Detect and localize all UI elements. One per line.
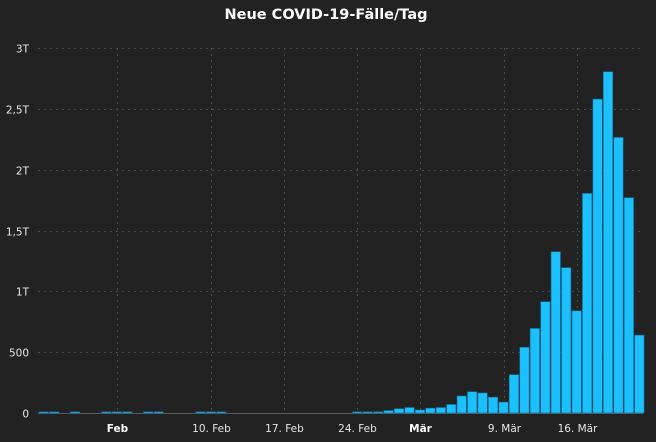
- bar[interactable]: [143, 411, 154, 414]
- y-tick-label: 0: [22, 409, 29, 421]
- bar[interactable]: [467, 391, 478, 414]
- bar[interactable]: [488, 396, 499, 414]
- bar[interactable]: [550, 251, 561, 414]
- y-tick-label: 500: [9, 348, 29, 360]
- bar[interactable]: [153, 411, 164, 414]
- y-tick-label: 1,5T: [6, 227, 30, 239]
- bar[interactable]: [49, 411, 60, 414]
- bar[interactable]: [529, 328, 540, 414]
- y-tick-label: 2T: [16, 166, 30, 178]
- bar[interactable]: [446, 404, 457, 414]
- bar[interactable]: [582, 193, 593, 414]
- y-tick-label: 2,5T: [6, 105, 30, 117]
- bar[interactable]: [498, 401, 509, 414]
- bar[interactable]: [38, 411, 49, 414]
- x-tick-label: Feb: [107, 423, 129, 435]
- x-tick-label: 10. Feb: [192, 423, 231, 435]
- x-tick-label: 24. Feb: [338, 423, 377, 435]
- bar[interactable]: [623, 197, 634, 414]
- bar[interactable]: [101, 411, 112, 414]
- bar[interactable]: [414, 409, 425, 414]
- bar[interactable]: [634, 334, 645, 414]
- bar[interactable]: [404, 407, 415, 414]
- bar[interactable]: [571, 310, 582, 414]
- x-tick-label: 9. Mär: [488, 423, 522, 435]
- y-axis: 0 500 1T 1,5T 2T 2,5T 3T: [6, 44, 30, 421]
- x-axis: Feb 10. Feb 17. Feb 24. Feb Mär 9. Mär 16. Mär: [107, 423, 598, 435]
- y-tick-label: 1T: [16, 287, 30, 299]
- x-tick-label: 17. Feb: [265, 423, 304, 435]
- bar[interactable]: [216, 411, 227, 414]
- bar[interactable]: [519, 346, 530, 414]
- bar[interactable]: [456, 395, 467, 414]
- x-tick-label: 16. Mär: [558, 423, 599, 435]
- bar[interactable]: [394, 408, 405, 414]
- bar[interactable]: [477, 392, 488, 414]
- bar[interactable]: [352, 411, 363, 414]
- bar[interactable]: [111, 411, 122, 414]
- y-tick-label: 3T: [16, 44, 30, 56]
- chart-title: Neue COVID-19-Fälle/Tag: [225, 7, 428, 23]
- bar[interactable]: [425, 407, 436, 414]
- bar[interactable]: [435, 407, 446, 414]
- bar[interactable]: [205, 411, 216, 414]
- bar[interactable]: [508, 374, 519, 414]
- bar[interactable]: [603, 71, 614, 414]
- bar[interactable]: [613, 137, 624, 414]
- bar[interactable]: [561, 267, 572, 414]
- bar[interactable]: [195, 411, 206, 414]
- bars: [38, 71, 645, 414]
- bar[interactable]: [383, 410, 394, 414]
- bar[interactable]: [70, 411, 81, 414]
- bar[interactable]: [362, 411, 373, 414]
- x-tick-label: Mär: [409, 423, 433, 435]
- bar[interactable]: [373, 411, 384, 414]
- bar[interactable]: [592, 98, 603, 414]
- bar[interactable]: [122, 411, 133, 414]
- bar[interactable]: [540, 301, 551, 414]
